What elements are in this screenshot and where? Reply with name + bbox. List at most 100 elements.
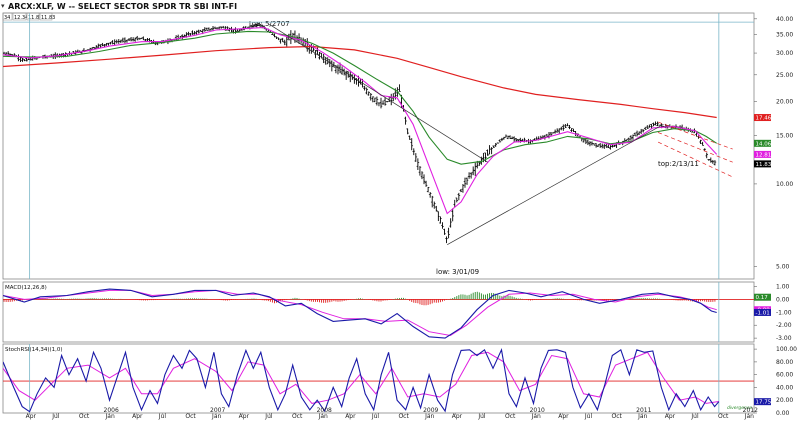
x-tick-label-1: Jul	[51, 413, 60, 420]
price-y-tick-label-1: 35.00	[776, 32, 793, 39]
symbol-title: ARCX:XLF, W -- SELECT SECTOR SPDR TR SBI…	[8, 2, 237, 11]
macd-panel-frame	[2, 281, 755, 343]
price-bars	[3, 22, 717, 244]
x-year-label-7: 2007	[210, 407, 225, 414]
macd-plot	[3, 282, 754, 342]
price-y-tick-label-4: 20.00	[776, 98, 793, 105]
x-tick-label-15: Jan	[424, 413, 434, 420]
price-badge-label-1: 14.06	[756, 141, 772, 147]
price-y-tick-label-7: 5.00	[776, 263, 790, 270]
price-y-tick-label-2: 30.00	[776, 50, 793, 57]
x-tick-label-0: Apr	[26, 413, 37, 420]
stoch-y-tick-label-1: 80.00	[776, 359, 793, 366]
ma-long-line	[3, 45, 717, 119]
x-tick-label-2: Oct	[79, 413, 90, 420]
macd-y-tick-label-2: -1.00	[776, 309, 792, 316]
x-tick-label-25: Jul	[690, 413, 699, 420]
price-badge-label-0: 17.46	[756, 116, 772, 122]
x-tick-label-7: Jan	[211, 413, 221, 420]
price-badge-label-2: 12.81	[756, 152, 772, 158]
ohlc-chip-2: 12.34	[14, 15, 28, 21]
macd-badge-label-2: -1.01	[756, 310, 770, 316]
stoch-panel-frame	[2, 343, 755, 414]
x-year-label-11: 2008	[317, 407, 332, 414]
ohlc-chip-1: 34	[4, 15, 10, 21]
x-tick-label-9: Jul	[264, 413, 273, 420]
trendline-3	[657, 121, 733, 150]
x-year-label-27: 2012	[743, 407, 758, 414]
stoch-y-tick-label-5: 0.00	[776, 410, 790, 417]
x-tick-label-19: Jan	[531, 413, 541, 420]
trendline-2	[447, 123, 664, 246]
x-tick-label-14: Oct	[398, 413, 409, 420]
dropdown-arrow-icon[interactable]: ▾	[1, 2, 5, 10]
stoch-rsi-plot	[3, 344, 754, 413]
x-tick-label-10: Oct	[292, 413, 303, 420]
x-tick-label-8: Apr	[239, 413, 250, 420]
ohlc-chip-3: 11.81	[28, 15, 42, 21]
stoch-badge-0	[754, 398, 771, 406]
x-tick-label-13: Jul	[371, 413, 380, 420]
ohlc-chips: 34 12.34 11.81 11.83	[2, 12, 55, 21]
x-tick-label-4: Apr	[132, 413, 143, 420]
macd-y-tick-label-3: -2.00	[776, 322, 792, 329]
x-year-label-19: 2010	[530, 407, 545, 414]
stoch-y-tick-label-2: 60.00	[776, 372, 793, 379]
price-badge-0	[754, 114, 771, 122]
macd-y-tick-label-4: -3.00	[776, 335, 792, 342]
x-tick-label-11: Jan	[318, 413, 328, 420]
trendline-1	[269, 24, 488, 163]
x-tick-label-21: Jul	[584, 413, 593, 420]
macd-signal-line	[3, 289, 717, 337]
x-tick-label-26: Oct	[718, 413, 729, 420]
stoch-y-tick-label-0: 100.00	[776, 346, 797, 353]
ma-short-line	[3, 26, 718, 215]
stoch-badge-label-0: 17.75	[756, 400, 772, 406]
ohlc-chip-4: 11.83	[41, 15, 55, 21]
x-tick-label-22: Oct	[612, 413, 623, 420]
price-badge-label-3: 11.83	[756, 162, 772, 168]
macd-y-tick-label-0: 1.00	[776, 284, 790, 291]
x-tick-label-27: Jan	[744, 413, 754, 420]
price-y-tick-label-0: 40.00	[776, 16, 793, 23]
x-tick-label-18: Oct	[505, 413, 516, 420]
x-tick-label-24: Apr	[665, 413, 676, 420]
stoch-panel-title: StochRSI(14,34)(1,0)	[5, 347, 63, 353]
x-tick-label-5: Jul	[158, 413, 167, 420]
x-year-label-23: 2011	[636, 407, 651, 414]
annotation-low-2009: low: 3/01/09	[436, 268, 479, 276]
macd-histogram	[3, 291, 716, 306]
price-y-tick-label-5: 15.00	[776, 133, 793, 140]
ma-mid-line	[3, 30, 718, 165]
annotation-top-2007: top: 5/2707	[249, 20, 290, 28]
annotation-divergence: divergence	[727, 405, 752, 411]
macd-badge-0	[754, 293, 771, 301]
x-tick-label-17: Jul	[477, 413, 486, 420]
price-badge-3	[754, 160, 771, 168]
stoch-rsi-line	[3, 347, 720, 413]
macd-y-tick-label-1: 0.00	[776, 296, 790, 303]
price-badge-2	[754, 150, 771, 158]
price-badge-1	[754, 139, 771, 147]
x-tick-label-16: Apr	[452, 413, 463, 420]
x-year-label-15: 2009	[423, 407, 438, 414]
x-year-label-3: 2006	[104, 407, 119, 414]
annotation-top-2011: top:2/13/11	[658, 160, 699, 168]
stoch-y-tick-label-3: 40.00	[776, 384, 793, 391]
macd-panel-title: MACD(12,26,8)	[5, 285, 47, 291]
chart-header: ▾ ARCX:XLF, W -- SELECT SECTOR SPDR TR S…	[1, 2, 237, 21]
axes: 40.00 35.00 30.00 25.00 20.00 15.00 10.00 5.00 1…	[26, 16, 798, 420]
x-tick-label-6: Oct	[185, 413, 196, 420]
trendline-4	[657, 132, 733, 163]
x-tick-label-3: Jan	[105, 413, 115, 420]
price-panel-frame	[2, 12, 755, 280]
macd-line	[3, 288, 717, 339]
x-tick-label-23: Jan	[637, 413, 647, 420]
x-tick-label-12: Apr	[345, 413, 356, 420]
price-y-tick-label-6: 10.00	[776, 181, 793, 188]
stoch-y-tick-label-4: 20.00	[776, 397, 793, 404]
x-tick-label-20: Apr	[558, 413, 569, 420]
macd-badge-label-0: 0.17	[756, 295, 769, 301]
macd-badge-2	[754, 308, 771, 316]
